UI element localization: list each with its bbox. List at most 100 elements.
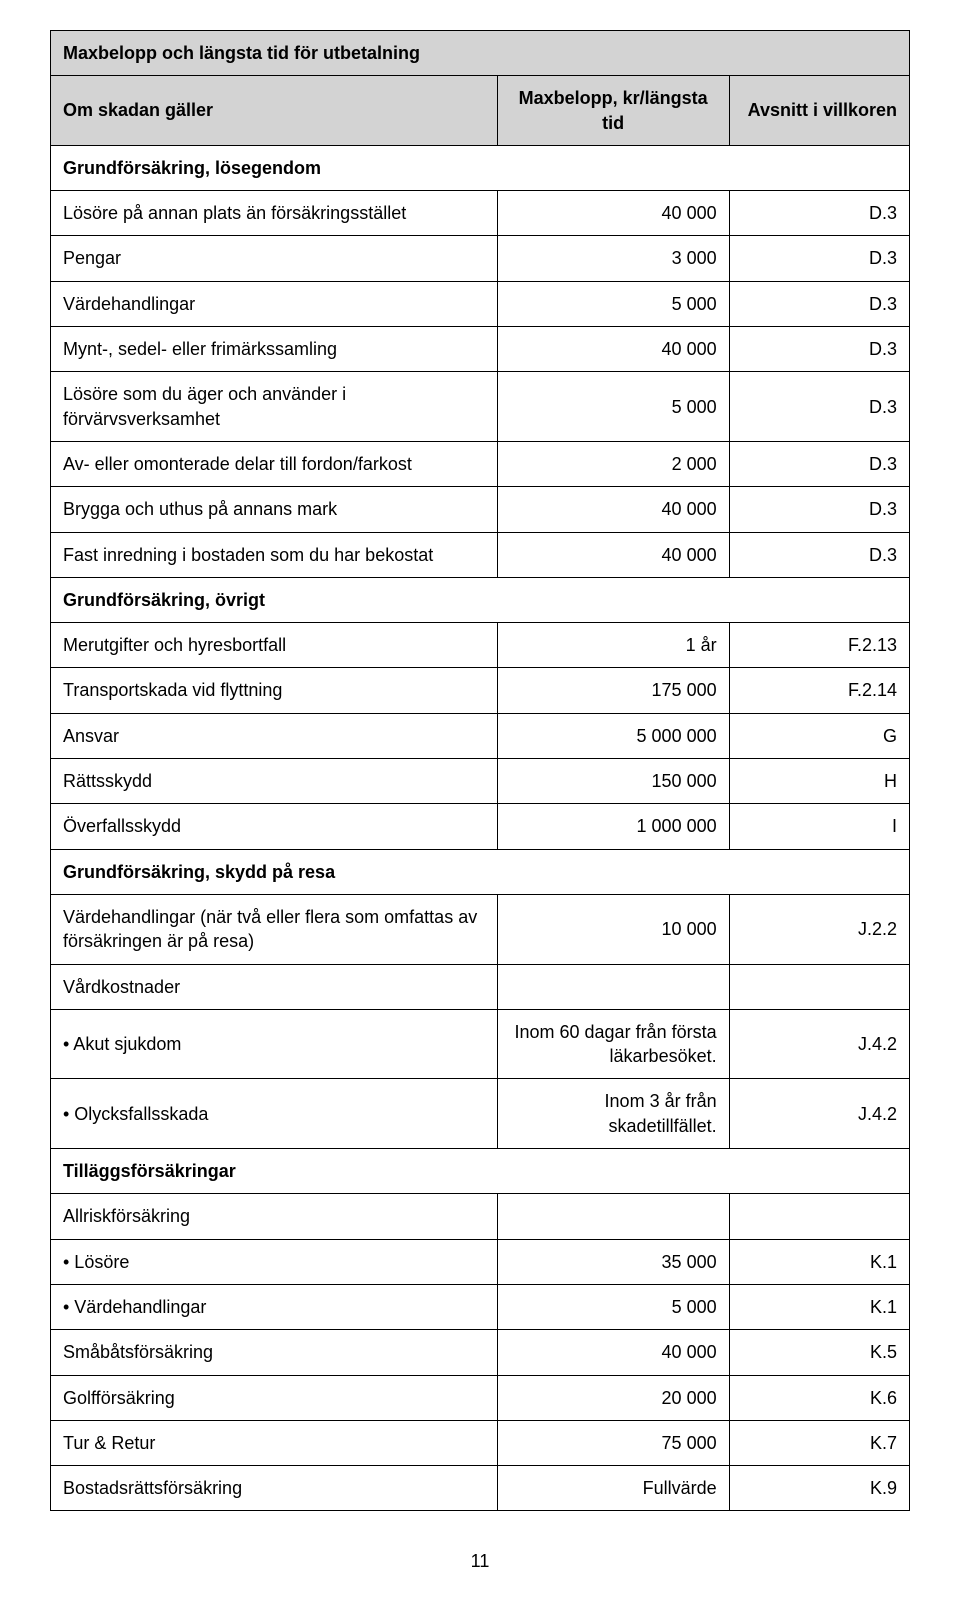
row-value: Inom 60 dagar från första läkarbesöket. xyxy=(497,1009,729,1079)
row-value: 40 000 xyxy=(497,532,729,577)
table-row: • Värdehandlingar5 000K.1 xyxy=(51,1284,910,1329)
row-label: Lösöre som du äger och använder i förvär… xyxy=(51,372,498,442)
row-ref: J.4.2 xyxy=(729,1079,909,1149)
row-ref: D.3 xyxy=(729,327,909,372)
row-ref: D.3 xyxy=(729,372,909,442)
row-value: 5 000 xyxy=(497,1284,729,1329)
row-ref: J.4.2 xyxy=(729,1009,909,1079)
row-ref: K.7 xyxy=(729,1420,909,1465)
row-ref: D.3 xyxy=(729,281,909,326)
row-label: • Akut sjukdom xyxy=(51,1009,498,1079)
row-value xyxy=(497,1194,729,1239)
table-row: Mynt-, sedel- eller frimärkssamling40 00… xyxy=(51,327,910,372)
row-value: 40 000 xyxy=(497,487,729,532)
table-row: Värdehandlingar5 000D.3 xyxy=(51,281,910,326)
table-title: Maxbelopp och längsta tid för utbetalnin… xyxy=(51,31,910,76)
row-ref: J.2.2 xyxy=(729,894,909,964)
table-row: Golfförsäkring20 000K.6 xyxy=(51,1375,910,1420)
table-row: Tur & Retur75 000K.7 xyxy=(51,1420,910,1465)
row-value: 3 000 xyxy=(497,236,729,281)
section-ovrigt: Grundförsäkring, övrigt xyxy=(51,577,910,622)
table-row: Värdehandlingar (när två eller flera som… xyxy=(51,894,910,964)
row-value: Fullvärde xyxy=(497,1466,729,1511)
table-row: Vårdkostnader xyxy=(51,964,910,1009)
table-row: Lösöre på annan plats än försäkringsstäl… xyxy=(51,191,910,236)
row-label: Lösöre på annan plats än försäkringsstäl… xyxy=(51,191,498,236)
row-ref: D.3 xyxy=(729,191,909,236)
row-value: 150 000 xyxy=(497,759,729,804)
header-col2: Maxbelopp, kr/längsta tid xyxy=(497,76,729,146)
row-value: 40 000 xyxy=(497,191,729,236)
row-ref: G xyxy=(729,713,909,758)
row-ref: K.5 xyxy=(729,1330,909,1375)
row-ref: K.6 xyxy=(729,1375,909,1420)
table-row: Av- eller omonterade delar till fordon/f… xyxy=(51,441,910,486)
row-value: 175 000 xyxy=(497,668,729,713)
row-value: Inom 3 år från skadetillfället. xyxy=(497,1079,729,1149)
row-value: 20 000 xyxy=(497,1375,729,1420)
row-value xyxy=(497,964,729,1009)
row-ref xyxy=(729,964,909,1009)
row-value: 35 000 xyxy=(497,1239,729,1284)
section-vardkostnader: Vårdkostnader xyxy=(51,964,498,1009)
table-row: Pengar3 000D.3 xyxy=(51,236,910,281)
row-ref: D.3 xyxy=(729,236,909,281)
table-row: Rättsskydd150 000H xyxy=(51,759,910,804)
row-ref: H xyxy=(729,759,909,804)
row-label: Värdehandlingar xyxy=(51,281,498,326)
row-label: Merutgifter och hyresbortfall xyxy=(51,623,498,668)
row-value: 5 000 xyxy=(497,372,729,442)
table-row: Överfallsskydd1 000 000I xyxy=(51,804,910,849)
row-ref xyxy=(729,1194,909,1239)
row-label: Tur & Retur xyxy=(51,1420,498,1465)
row-ref: F.2.14 xyxy=(729,668,909,713)
row-ref: K.9 xyxy=(729,1466,909,1511)
row-label: Golfförsäkring xyxy=(51,1375,498,1420)
header-col1: Om skadan gäller xyxy=(51,76,498,146)
row-value: 1 000 000 xyxy=(497,804,729,849)
header-col3: Avsnitt i villkoren xyxy=(729,76,909,146)
table-row: Fast inredning i bostaden som du har bek… xyxy=(51,532,910,577)
table-row: • Akut sjukdomInom 60 dagar från första … xyxy=(51,1009,910,1079)
row-label: Bostadsrättsförsäkring xyxy=(51,1466,498,1511)
insurance-coverage-table: Maxbelopp och längsta tid för utbetalnin… xyxy=(50,30,910,1511)
row-ref: D.3 xyxy=(729,441,909,486)
row-label: Överfallsskydd xyxy=(51,804,498,849)
row-label: Rättsskydd xyxy=(51,759,498,804)
table-row: Lösöre som du äger och använder i förvär… xyxy=(51,372,910,442)
page-number: 11 xyxy=(50,1551,910,1572)
row-ref: D.3 xyxy=(729,532,909,577)
row-label: Fast inredning i bostaden som du har bek… xyxy=(51,532,498,577)
row-label: Värdehandlingar (när två eller flera som… xyxy=(51,894,498,964)
row-ref: D.3 xyxy=(729,487,909,532)
table-row: Brygga och uthus på annans mark40 000D.3 xyxy=(51,487,910,532)
row-label: Ansvar xyxy=(51,713,498,758)
row-label: Mynt-, sedel- eller frimärkssamling xyxy=(51,327,498,372)
row-ref: K.1 xyxy=(729,1284,909,1329)
table-row: Ansvar5 000 000G xyxy=(51,713,910,758)
section-tillaggs: Tilläggsförsäkringar xyxy=(51,1149,910,1194)
row-value: 1 år xyxy=(497,623,729,668)
row-label: Av- eller omonterade delar till fordon/f… xyxy=(51,441,498,486)
row-label: • Olycksfallsskada xyxy=(51,1079,498,1149)
row-label: Transportskada vid flyttning xyxy=(51,668,498,713)
row-value: 2 000 xyxy=(497,441,729,486)
row-value: 40 000 xyxy=(497,327,729,372)
table-row: Transportskada vid flyttning175 000F.2.1… xyxy=(51,668,910,713)
table-row: • OlycksfallsskadaInom 3 år från skadeti… xyxy=(51,1079,910,1149)
row-value: 75 000 xyxy=(497,1420,729,1465)
row-label: • Värdehandlingar xyxy=(51,1284,498,1329)
table-row: • Lösöre35 000K.1 xyxy=(51,1239,910,1284)
row-value: 5 000 000 xyxy=(497,713,729,758)
table-row: Allriskförsäkring xyxy=(51,1194,910,1239)
section-losegendom: Grundförsäkring, lösegendom xyxy=(51,145,910,190)
section-resa: Grundförsäkring, skydd på resa xyxy=(51,849,910,894)
row-ref: I xyxy=(729,804,909,849)
row-label: Småbåtsförsäkring xyxy=(51,1330,498,1375)
row-label: Brygga och uthus på annans mark xyxy=(51,487,498,532)
row-value: 5 000 xyxy=(497,281,729,326)
table-row: Merutgifter och hyresbortfall1 årF.2.13 xyxy=(51,623,910,668)
row-label: • Lösöre xyxy=(51,1239,498,1284)
table-row: BostadsrättsförsäkringFullvärdeK.9 xyxy=(51,1466,910,1511)
row-ref: K.1 xyxy=(729,1239,909,1284)
